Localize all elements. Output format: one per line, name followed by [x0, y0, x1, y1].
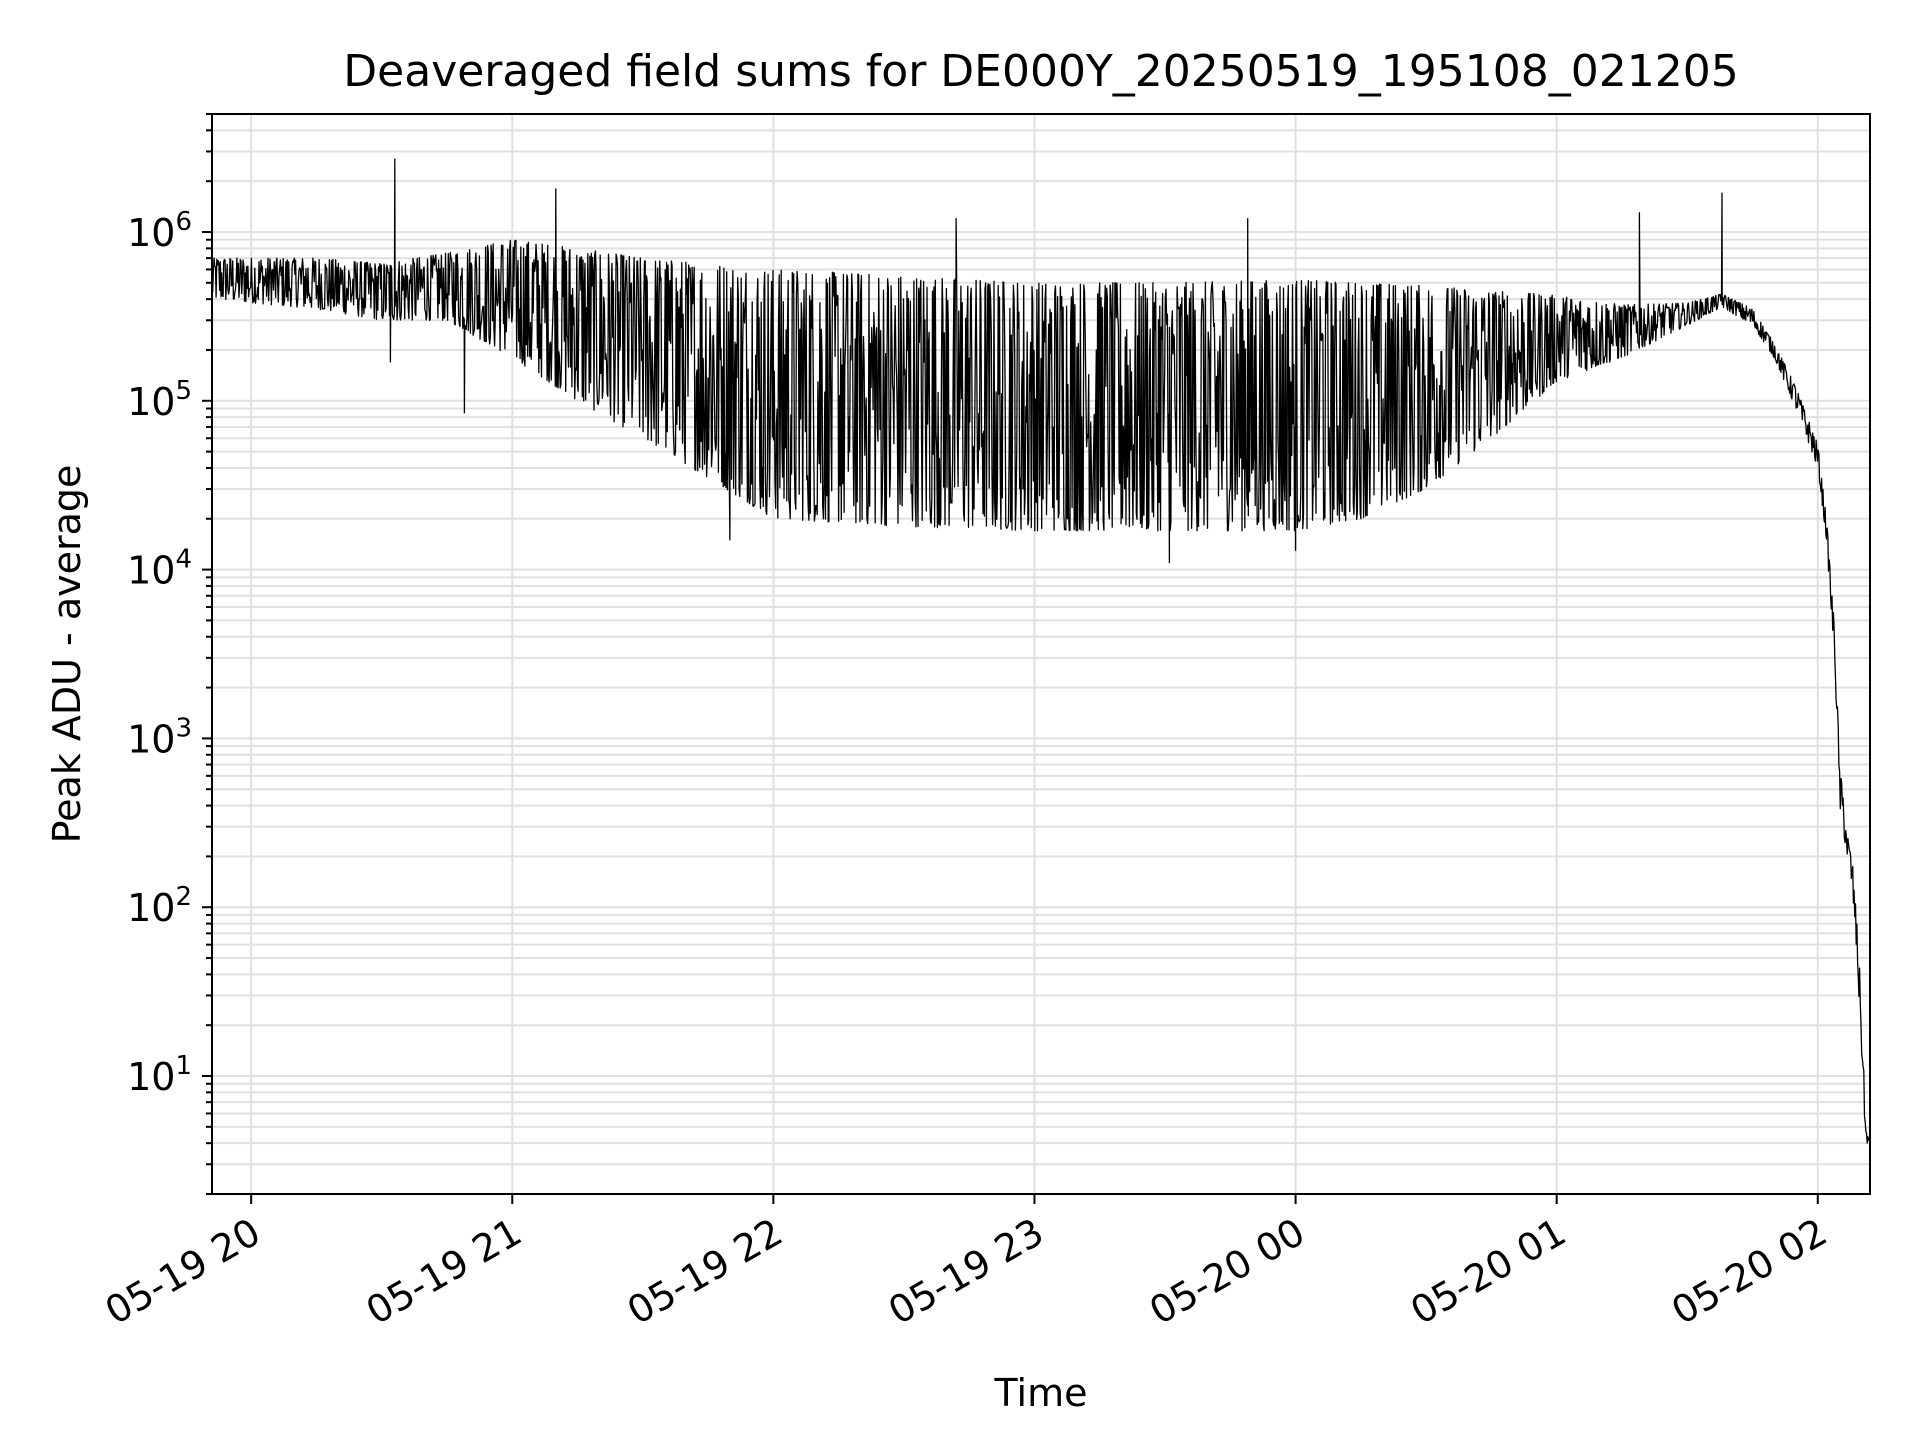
y-tick-label-exponent: 3 — [175, 713, 192, 743]
series-line — [211, 158, 1871, 1144]
y-tick-label-base: 10 — [127, 211, 175, 255]
x-tick-label: 05-19 21 — [359, 1210, 529, 1334]
y-tick-label-exponent: 6 — [175, 207, 192, 237]
x-tick-label: 05-19 22 — [620, 1210, 790, 1334]
y-tick-label-exponent: 4 — [175, 545, 192, 575]
y-tick-label-base: 10 — [127, 549, 175, 593]
y-axis-label: Peak ADU - average — [45, 465, 89, 844]
x-tick-label: 05-19 23 — [881, 1210, 1051, 1334]
y-tick-label-base: 10 — [127, 886, 175, 930]
y-tick-label: 101 — [127, 1051, 192, 1099]
series-line-group — [211, 158, 1871, 1144]
x-tick-label: 05-19 20 — [98, 1210, 268, 1334]
y-tick-label: 105 — [127, 376, 192, 424]
chart-title: Deaveraged field sums for DE000Y_2025051… — [343, 46, 1738, 97]
x-tick-label: 05-20 02 — [1664, 1210, 1834, 1334]
x-tick-label: 05-20 00 — [1142, 1210, 1312, 1334]
y-tick-label: 104 — [127, 545, 192, 593]
y-tick-label-base: 10 — [127, 380, 175, 424]
x-tick-label: 05-20 01 — [1403, 1210, 1573, 1334]
plot-frame — [211, 113, 1871, 1195]
y-tick-label-base: 10 — [127, 1055, 175, 1099]
y-tick-label: 106 — [127, 207, 192, 255]
y-tick-label-base: 10 — [127, 717, 175, 761]
y-tick-label-exponent: 5 — [175, 376, 192, 406]
y-tick-label-exponent: 1 — [175, 1051, 192, 1081]
y-tick-label: 103 — [127, 713, 192, 761]
x-axis-label: Time — [994, 1371, 1088, 1415]
y-tick-label: 102 — [127, 882, 192, 930]
y-tick-label-exponent: 2 — [175, 882, 192, 912]
